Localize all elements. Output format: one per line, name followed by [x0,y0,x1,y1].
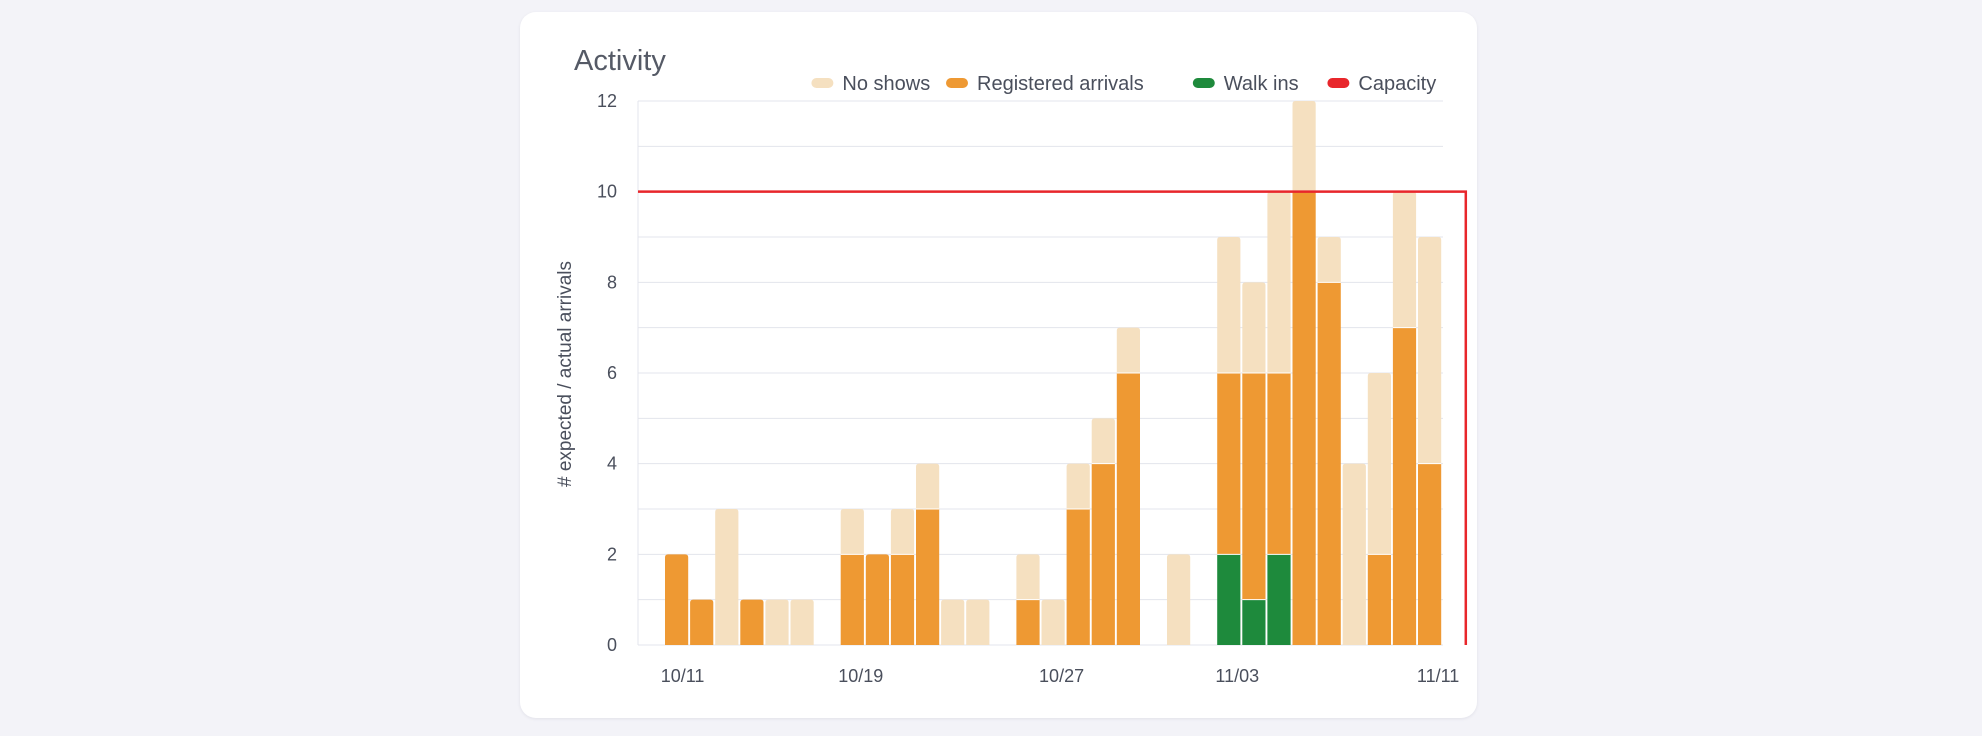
bar-no-shows-10-16 [790,599,814,645]
y-axis-ticks: 0 2 4 6 8 10 12 [597,91,617,655]
activity-chart: Activity Capacity Walk ins Registered arri… [555,45,1468,686]
x-tick-label: 10/27 [1039,666,1084,686]
bar-no-shows-10-15 [765,599,789,645]
bar-registered-arrivals-10-18 [840,554,864,645]
bar-registered-arrivals-10-29 [1116,373,1140,645]
bar-registered-arrivals-10-11 [665,554,689,645]
bar-no-shows-10-25 [1016,554,1040,600]
bar-registered-arrivals-11-08 [1367,554,1391,645]
y-tick-label: 6 [607,363,617,383]
bar-no-shows-11-10 [1418,237,1442,464]
bar-registered-arrivals-11-02 [1217,373,1241,555]
bar-registered-arrivals-10-25 [1016,599,1040,645]
capacity-threshold [638,190,1468,645]
bar-no-shows-11-05 [1292,101,1316,192]
x-tick-label: 10/19 [838,666,883,686]
bar-registered-arrivals-11-05 [1292,191,1316,645]
y-tick-label: 10 [597,182,617,202]
bar-no-shows-10-26 [1041,599,1065,645]
bar-no-shows-10-29 [1116,327,1140,373]
bar-walk-ins-11-02 [1217,554,1241,645]
bar-registered-arrivals-10-14 [740,599,764,645]
legend-label-registered-arrivals: Registered arrivals [977,73,1144,95]
x-tick-label: 11/03 [1215,666,1259,686]
bar-no-shows-10-18 [840,509,864,555]
bar-no-shows-10-20 [890,509,915,555]
x-axis-ticks: 10/11 10/19 10/27 11/03 11/11 [661,666,1460,686]
bar-registered-arrivals-10-28 [1091,463,1115,645]
legend-swatch-walk-ins [1192,78,1215,88]
bar-no-shows-11-02 [1217,237,1241,373]
bar-registered-arrivals-11-03 [1242,373,1266,600]
legend-swatch-no-shows [811,78,834,88]
bar-registered-arrivals-10-21 [916,509,940,645]
bar-registered-arrivals-10-27 [1066,509,1090,645]
bar-no-shows-10-27 [1066,463,1090,509]
bar-registered-arrivals-11-09 [1392,327,1417,645]
bar-no-shows-10-13 [715,509,739,645]
bar-no-shows-11-09 [1392,191,1417,328]
bar-no-shows-10-31 [1167,554,1191,645]
legend-swatch-registered-arrivals [946,78,968,88]
chart-title: Activity [574,45,666,77]
chart-bars [665,101,1442,645]
y-tick-label: 8 [607,272,617,292]
bar-no-shows-11-03 [1242,282,1266,373]
x-tick-label: 10/11 [661,666,705,686]
bar-no-shows-11-07 [1342,463,1366,645]
bar-no-shows-11-06 [1317,237,1341,283]
legend-label-capacity: Capacity [1358,73,1436,95]
y-tick-label: 4 [607,454,617,474]
y-tick-label: 2 [607,544,617,564]
bar-no-shows-10-23 [966,599,990,645]
bar-registered-arrivals-10-20 [890,554,915,645]
chart-legend: Capacity Walk ins Registered arrivals No sh… [811,73,1436,95]
capacity-line [638,190,1468,645]
bar-registered-arrivals-11-10 [1418,463,1442,645]
bar-registered-arrivals-10-12 [690,599,714,645]
y-axis-label: # expected / actual arrivals [555,261,576,487]
bar-walk-ins-11-03 [1242,599,1266,645]
x-tick-label: 11/11 [1417,666,1459,686]
bar-registered-arrivals-11-04 [1267,373,1291,555]
legend-swatch-capacity [1327,78,1350,88]
bar-registered-arrivals-11-06 [1317,282,1341,645]
y-tick-label: 12 [597,91,617,111]
bar-registered-arrivals-10-19 [865,554,889,645]
bar-walk-ins-11-04 [1267,554,1291,645]
bar-no-shows-10-21 [916,463,940,509]
bar-no-shows-10-22 [941,599,965,645]
bar-no-shows-10-28 [1091,418,1115,464]
legend-label-walk-ins: Walk ins [1224,73,1299,95]
activity-card: Activity Capacity Walk ins Registered arri… [520,12,1477,718]
bar-no-shows-11-04 [1267,191,1291,373]
y-tick-label: 0 [607,635,617,655]
legend-label-no-shows: No shows [842,73,930,95]
bar-no-shows-11-08 [1367,373,1391,555]
